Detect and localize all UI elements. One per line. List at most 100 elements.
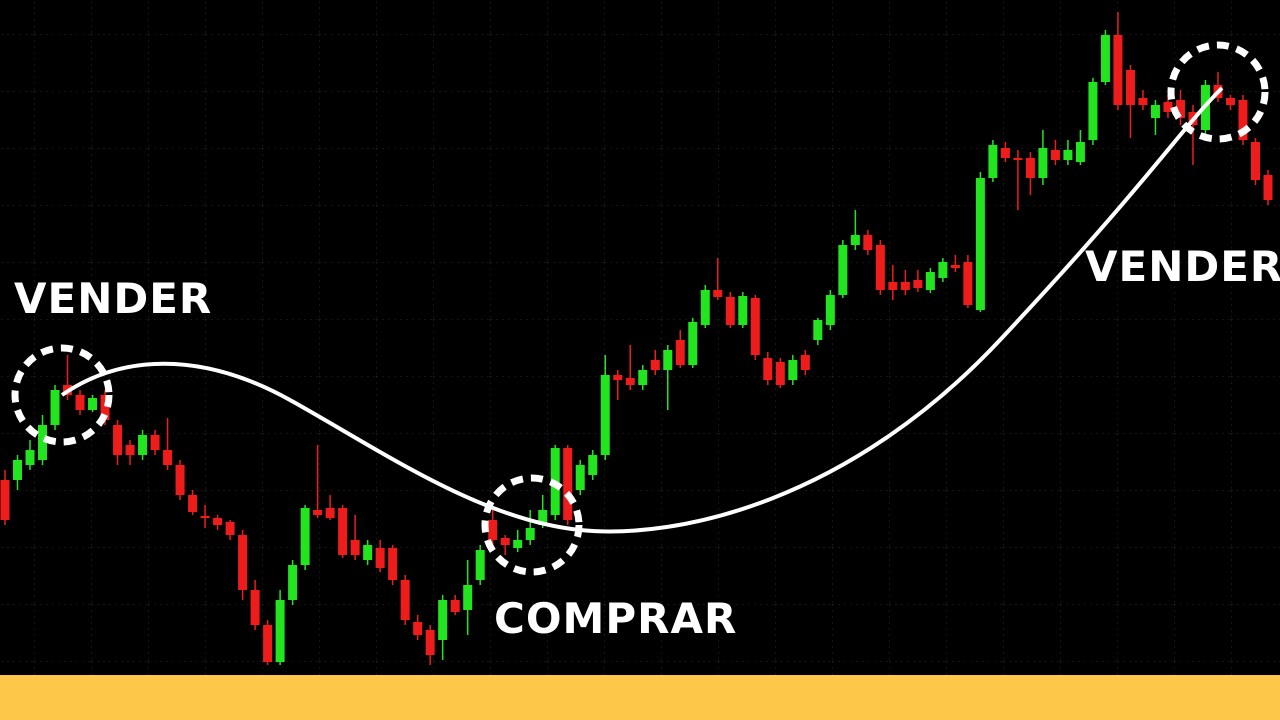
- candle-body: [50, 390, 60, 425]
- candle-body: [538, 510, 548, 525]
- candle-body: [1088, 82, 1098, 140]
- candle-body: [338, 508, 348, 555]
- candle-body: [475, 550, 485, 580]
- candle-body: [925, 272, 935, 290]
- candle-body: [250, 590, 260, 625]
- candle-body: [838, 245, 848, 295]
- candle-body: [938, 262, 948, 278]
- candle-body: [863, 235, 873, 250]
- footer-bar: [0, 675, 1280, 720]
- candle-body: [875, 245, 885, 290]
- candle-body: [850, 235, 860, 245]
- candle-body: [425, 630, 435, 655]
- candle-body: [613, 375, 623, 380]
- candle-body: [600, 375, 610, 455]
- candle-body: [75, 395, 85, 410]
- candle-body: [575, 465, 585, 490]
- grid: [0, 0, 1280, 675]
- candle-body: [88, 398, 98, 410]
- highlight-circle: [1167, 41, 1269, 143]
- candle-body: [813, 320, 823, 340]
- candle-body: [1163, 102, 1173, 112]
- candle-body: [525, 528, 535, 540]
- candle-body: [650, 360, 660, 370]
- candle-body: [0, 480, 10, 520]
- candle-body: [988, 145, 998, 178]
- candle-body: [700, 290, 710, 325]
- annotation: VENDER: [1085, 242, 1280, 291]
- candle-body: [13, 460, 23, 480]
- candle-body: [563, 448, 573, 520]
- candle-body: [963, 262, 973, 305]
- candle-body: [200, 516, 210, 518]
- candle-body: [888, 282, 898, 290]
- candle-body: [588, 455, 598, 475]
- candle-body: [325, 508, 335, 518]
- candle-body: [950, 265, 960, 268]
- candle-body: [175, 465, 185, 495]
- candle-body: [313, 510, 323, 515]
- candle-body: [738, 296, 748, 325]
- candle-body: [688, 322, 698, 365]
- candle-body: [125, 445, 135, 455]
- candle-body: [388, 548, 398, 580]
- candle-body: [38, 425, 48, 460]
- candle-body: [1125, 70, 1135, 105]
- annotation: VENDER: [14, 274, 212, 323]
- candle-body: [675, 340, 685, 365]
- candle-body: [775, 362, 785, 385]
- candle-body: [750, 298, 760, 355]
- candle-body: [188, 495, 198, 512]
- candle-body: [438, 600, 448, 640]
- candle-body: [1250, 142, 1260, 180]
- candle-body: [400, 580, 410, 620]
- candle-body: [825, 295, 835, 325]
- candle-body: [913, 280, 923, 288]
- candle-body: [163, 450, 173, 465]
- candle-body: [1113, 35, 1123, 105]
- candle-body: [1150, 105, 1160, 118]
- candle-body: [513, 540, 523, 548]
- candle-body: [238, 535, 248, 590]
- candle-body: [663, 350, 673, 370]
- candle-body: [213, 518, 223, 525]
- candle-body: [1100, 35, 1110, 82]
- candle-body: [138, 435, 148, 455]
- candle-body: [1075, 142, 1085, 162]
- candle-body: [363, 545, 373, 560]
- highlight-circle: [481, 474, 583, 576]
- candle-body: [900, 282, 910, 290]
- candle-body: [350, 540, 360, 555]
- candle-body: [1013, 158, 1023, 160]
- candle-body: [713, 290, 723, 297]
- candle-body: [500, 538, 510, 545]
- candle-body: [1225, 98, 1235, 105]
- candle-body: [1050, 150, 1060, 160]
- trend-curve: [60, 86, 1224, 534]
- candle-body: [1138, 98, 1148, 105]
- candle-body: [375, 548, 385, 568]
- candle-body: [638, 370, 648, 385]
- candle-body: [288, 565, 298, 600]
- candle-body: [1238, 100, 1248, 140]
- candle-body: [225, 522, 235, 535]
- candle-body: [275, 600, 285, 662]
- candle-body: [300, 508, 310, 565]
- candle-body: [1000, 148, 1010, 158]
- candle-body: [413, 622, 423, 635]
- candle-body: [975, 178, 985, 310]
- candle-body: [25, 450, 35, 465]
- annotation: COMPRAR: [494, 594, 737, 643]
- candle-body: [725, 297, 735, 325]
- candle-body: [625, 378, 635, 385]
- candle-body: [1263, 175, 1273, 200]
- candle-body: [1175, 100, 1185, 118]
- candle-body: [1025, 158, 1035, 178]
- candle-body: [1038, 148, 1048, 178]
- candle-body: [763, 358, 773, 380]
- candles: [0, 12, 1273, 665]
- candle-body: [450, 600, 460, 612]
- candle-body: [1063, 150, 1073, 160]
- highlight-circle: [11, 344, 113, 446]
